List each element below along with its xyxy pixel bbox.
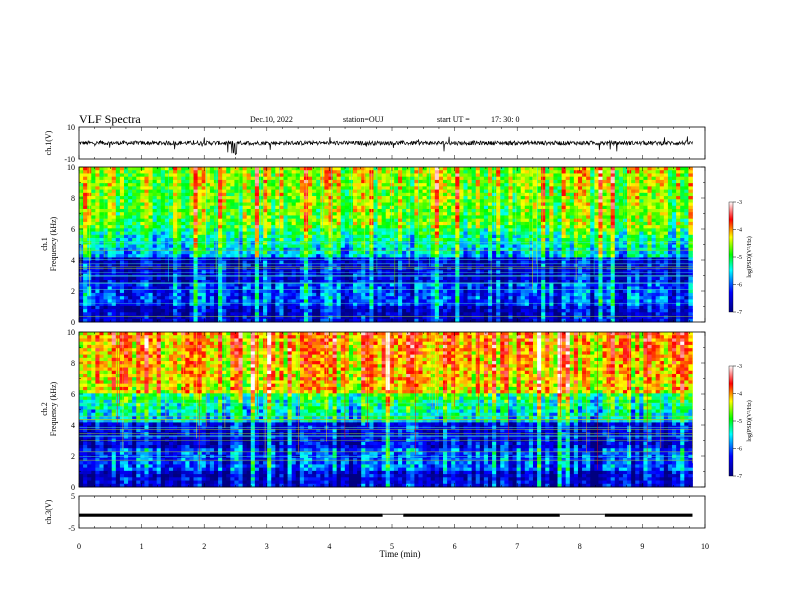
colorbar-tick-label: -5: [737, 255, 742, 261]
ch1-colorbar-ticks: -3 -4 -5 -6 -7: [733, 200, 742, 316]
colorbar-tick-label: -6: [737, 283, 742, 289]
ch3-signal-frame: [78, 495, 706, 529]
ch1-waveform-trace: [79, 136, 693, 156]
ch1-colorbar: [728, 201, 734, 313]
ch2-colorbar: [728, 365, 734, 477]
frequency-tick-label: 10: [67, 328, 75, 337]
time-tick-label: 5: [390, 542, 394, 551]
frequency-tick-label: 10: [67, 163, 75, 172]
ch1-spectrogram-image: [79, 167, 693, 323]
station-label: station=OUJ: [343, 115, 384, 124]
ch1-colorbar-label: log(PSD)(V²/Hz): [746, 236, 753, 277]
ch2-spec-ylabel-line1: ch.2: [40, 402, 49, 416]
ch1-spec-ylabel-line2: Frequency (kHz): [49, 216, 58, 271]
time-tick-label: 6: [453, 542, 457, 551]
time-tick-label: 2: [202, 542, 206, 551]
start-time: 17: 30: 0: [491, 115, 519, 124]
time-tick-label: 10: [701, 542, 709, 551]
time-tick-label: 9: [640, 542, 644, 551]
ch2-spectrogram-image: [79, 332, 693, 488]
time-axis-ticks: 0 1 2 3 4 5 6 7 8 9 10: [77, 496, 709, 551]
ch1-frequency-ticks: 0 2 4 6 8 10: [67, 163, 706, 327]
ch1-ytick-top: 10: [67, 123, 75, 132]
ch3-signal-trace: [79, 513, 693, 517]
colorbar-tick-label: -7: [737, 310, 742, 316]
colorbar-tick-label: -5: [737, 419, 742, 425]
frequency-tick-label: 0: [71, 483, 75, 492]
ch2-spec-ylabel-line2: Frequency (kHz): [49, 381, 58, 436]
frequency-tick-label: 4: [71, 421, 75, 430]
ch1-waveform-ticks: [78, 127, 706, 159]
ch1-waveform-panel: 10 -10 ch.1(V): [44, 123, 706, 164]
start-label: start UT =: [437, 115, 470, 124]
time-tick-label: 1: [140, 542, 144, 551]
ch3-ytick-bottom: -5: [68, 524, 75, 533]
figure-title: VLF Spectra: [79, 112, 141, 126]
colorbar-tick-label: -3: [737, 364, 742, 370]
time-tick-label: 3: [265, 542, 269, 551]
colorbar-tick-label: -4: [737, 392, 742, 398]
frequency-tick-label: 2: [71, 287, 75, 296]
time-tick-label: 4: [327, 542, 331, 551]
colorbar-tick-label: -3: [737, 200, 742, 206]
frequency-tick-label: 0: [71, 318, 75, 327]
frequency-tick-label: 8: [71, 359, 75, 368]
time-axis-label: Time (min): [380, 549, 421, 559]
date-label: Dec.10, 2022: [250, 115, 293, 124]
time-tick-label: 0: [77, 542, 81, 551]
frequency-tick-label: 8: [71, 194, 75, 203]
ch3-ylabel: ch.3(V): [44, 499, 53, 524]
colorbar-tick-label: -6: [737, 447, 742, 453]
time-tick-label: 7: [515, 542, 519, 551]
colorbar-tick-label: -7: [737, 474, 742, 480]
ch1-spec-ylabel-line1: ch.1: [40, 237, 49, 251]
ch1-ylabel: ch.1(V): [44, 130, 53, 155]
colorbar-tick-label: -4: [737, 228, 742, 234]
ch2-colorbar-label: log(PSD)(V²/Hz): [746, 400, 753, 441]
ch2-frequency-ticks: 0 2 4 6 8 10: [67, 328, 706, 492]
time-tick-label: 8: [578, 542, 582, 551]
frequency-tick-label: 4: [71, 256, 75, 265]
frequency-tick-label: 6: [71, 225, 75, 234]
ch3-signal-panel: 5 -5 ch.3(V) 0 1 2 3 4 5 6 7 8 9 10 Time (min): [44, 492, 709, 559]
ch2-colorbar-ticks: -3 -4 -5 -6 -7: [733, 364, 742, 480]
frequency-tick-label: 2: [71, 452, 75, 461]
frequency-tick-label: 6: [71, 390, 75, 399]
ch3-ytick-top: 5: [71, 492, 75, 501]
ch1-ytick-bottom: -10: [64, 155, 75, 164]
